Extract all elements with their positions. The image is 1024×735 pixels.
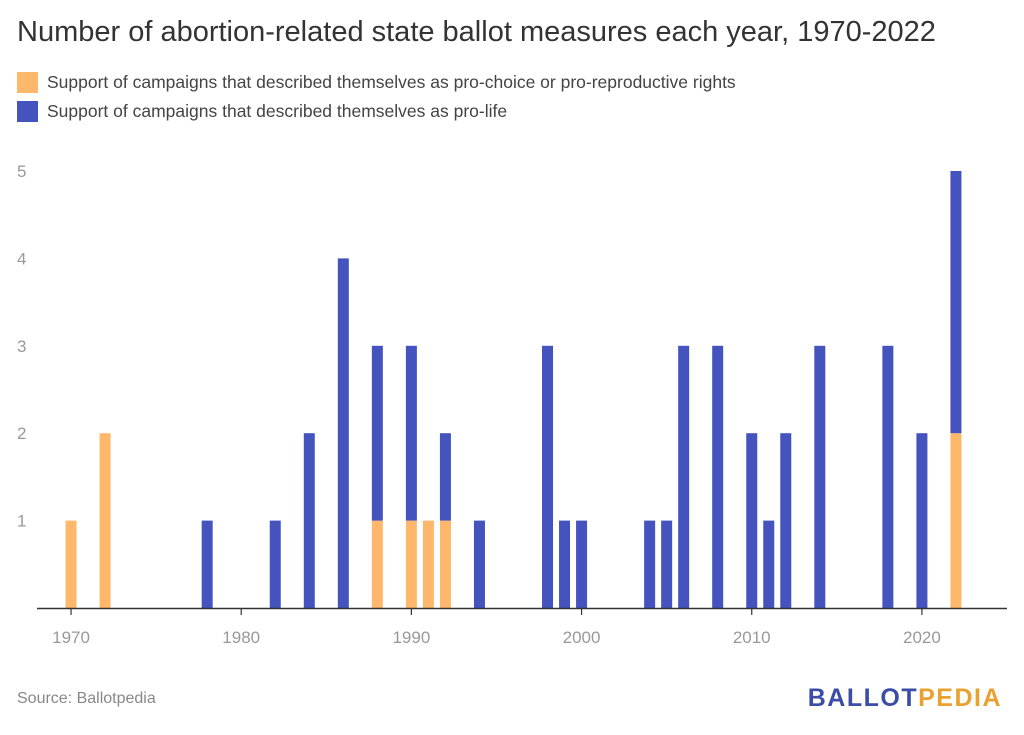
x-tick-label-2000: 2000	[563, 628, 601, 647]
bar-pro-life-2004	[644, 520, 656, 608]
x-tick-label-1980: 1980	[222, 628, 260, 647]
legend-swatch-pro-choice	[17, 72, 38, 93]
bar-pro-life-2000	[576, 520, 588, 608]
bar-pro-choice-1972	[99, 433, 111, 608]
bar-pro-life-1999	[559, 520, 571, 608]
y-tick-label-3: 3	[17, 337, 26, 356]
bar-pro-life-2011	[763, 520, 775, 608]
y-tick-label-2: 2	[17, 424, 26, 443]
bar-pro-life-2010	[746, 433, 758, 608]
bar-pro-choice-1992	[439, 520, 451, 608]
legend-swatch-pro-life	[17, 101, 38, 122]
bar-pro-life-2020	[916, 433, 928, 608]
chart-title: Number of abortion-related state ballot …	[17, 16, 936, 48]
y-tick-label-5: 5	[17, 162, 26, 181]
logo-part-pedia: PEDIA	[918, 684, 1002, 712]
bar-pro-life-2014	[814, 345, 826, 608]
ballotpedia-logo: BALLOTPEDIA	[808, 684, 1002, 713]
bar-pro-life-2008	[712, 345, 724, 608]
y-tick-label-4: 4	[17, 249, 26, 268]
bar-pro-life-1998	[542, 345, 554, 608]
legend: Support of campaigns that described them…	[17, 68, 736, 126]
bar-pro-life-1984	[303, 433, 315, 608]
bar-pro-life-2012	[780, 433, 792, 608]
bar-pro-life-1992	[439, 433, 451, 521]
bar-pro-life-2018	[882, 345, 894, 608]
y-tick-label-1: 1	[17, 512, 26, 531]
bar-pro-life-1986	[337, 258, 349, 608]
x-tick-label-2010: 2010	[733, 628, 771, 647]
legend-item-pro-life: Support of campaigns that described them…	[17, 97, 736, 126]
bar-pro-choice-1988	[371, 520, 383, 608]
bar-pro-life-1988	[371, 345, 383, 521]
bar-pro-choice-1990	[405, 520, 417, 608]
bar-pro-life-2005	[661, 520, 673, 608]
bar-pro-life-1994	[473, 520, 485, 608]
logo-part-ballot: BALLOT	[807, 684, 919, 712]
x-tick-label-2020: 2020	[903, 628, 941, 647]
bar-pro-choice-1991	[422, 520, 434, 608]
legend-item-pro-choice: Support of campaigns that described them…	[17, 68, 736, 97]
bar-pro-life-1990	[405, 345, 417, 521]
bar-pro-choice-1970	[65, 520, 77, 608]
source-note: Source: Ballotpedia	[17, 690, 156, 707]
legend-label-pro-choice: Support of campaigns that described them…	[47, 72, 736, 92]
bar-pro-choice-2022	[950, 433, 962, 608]
bar-pro-life-2022	[950, 171, 962, 434]
bar-pro-life-2006	[678, 345, 690, 608]
x-tick-label-1990: 1990	[392, 628, 430, 647]
bar-pro-life-1982	[269, 520, 281, 608]
x-tick-label-1970: 1970	[52, 628, 90, 647]
bar-pro-life-1978	[201, 520, 213, 608]
legend-label-pro-life: Support of campaigns that described them…	[47, 101, 508, 121]
